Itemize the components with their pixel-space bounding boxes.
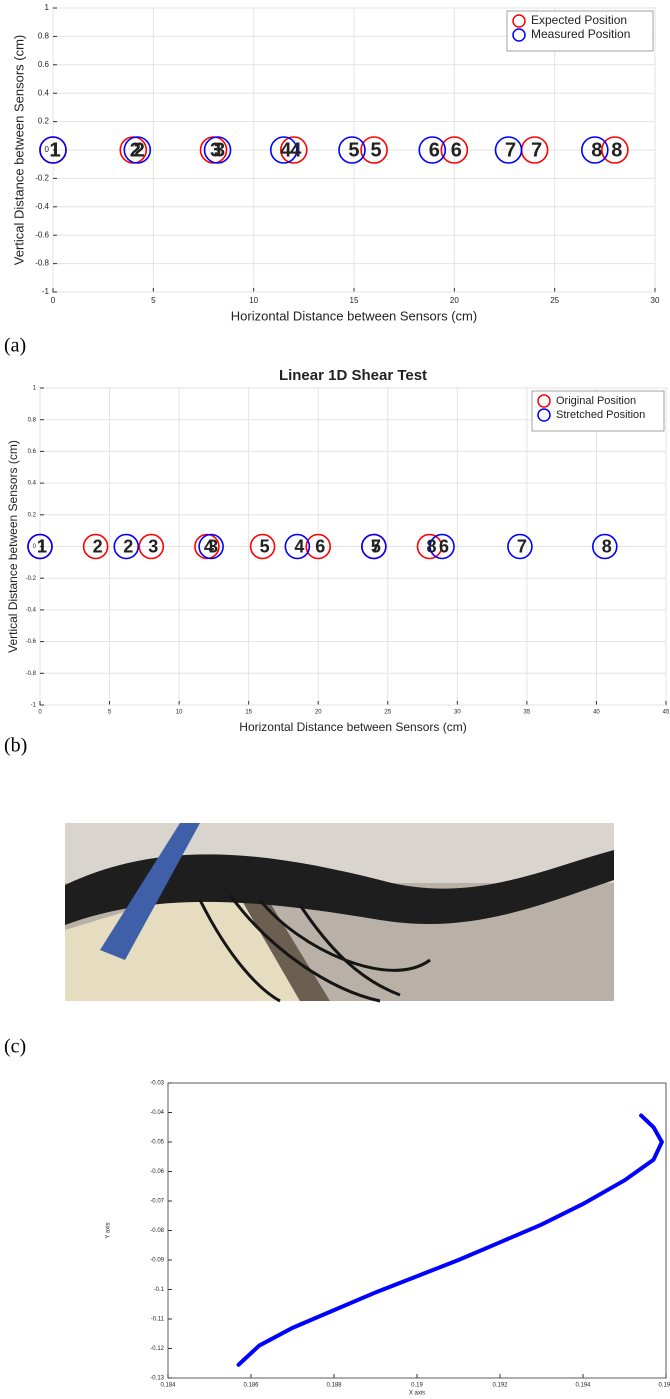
y-tick-label: -0.08	[150, 1228, 164, 1234]
y-tick-label: -0.09	[150, 1258, 164, 1264]
page: {"panel_labels": ["(a)", "(b)", "(c)"], …	[0, 0, 670, 1399]
x-tick-label: 35	[524, 710, 531, 716]
point-label: 8	[591, 139, 602, 161]
legend-label: Original Position	[556, 395, 636, 407]
x-tick-label: 0.194	[575, 1383, 591, 1389]
y-tick-label: 0.4	[38, 88, 50, 97]
y-tick-label: -0.1	[154, 1287, 165, 1293]
point-label: 1	[49, 139, 60, 161]
x-tick-label: 10	[176, 710, 183, 716]
x-axis-label: Horizontal Distance between Sensors (cm)	[231, 308, 477, 323]
panel-label: (c)	[4, 1036, 26, 1058]
x-tick-label: 0.196	[658, 1383, 670, 1389]
x-tick-label: 45	[663, 710, 670, 716]
point-label: 3	[208, 536, 218, 556]
legend-label: Stretched Position	[556, 409, 645, 421]
y-tick-label: -1	[31, 703, 37, 709]
y-tick-label: 1	[33, 386, 37, 392]
legend-label: Measured Position	[531, 27, 630, 41]
point-label: 4	[294, 536, 304, 556]
y-tick-label: -0.11	[151, 1317, 165, 1323]
y-tick-label: -0.04	[150, 1110, 164, 1116]
point-label: 5	[348, 139, 359, 161]
x-tick-label: 5	[108, 710, 112, 716]
point-label: 3	[214, 139, 225, 161]
x-tick-label: 0.188	[326, 1383, 342, 1389]
y-tick-label: 0.6	[28, 449, 37, 455]
point-label: 4	[290, 139, 302, 161]
point-label: 5	[371, 139, 382, 161]
x-tick-label: 20	[450, 296, 459, 305]
x-tick-label: 0.184	[160, 1383, 176, 1389]
y-tick-label: -0.07	[150, 1199, 164, 1205]
x-tick-label: 0	[51, 296, 56, 305]
chart-title: Linear 1D Shear Test	[279, 367, 427, 384]
y-tick-label: -0.8	[35, 259, 49, 268]
y-tick-label: -0.2	[26, 576, 37, 582]
y-tick-label: -0.2	[35, 174, 49, 183]
x-axis-label: X axis	[409, 1391, 425, 1397]
point-label: 7	[531, 139, 542, 161]
point-label: 6	[451, 139, 462, 161]
y-tick-label: -0.4	[26, 607, 37, 613]
y-axis-label: Vertical Distance between Sensors (cm)	[11, 35, 26, 265]
y-tick-label: 0.6	[38, 60, 50, 69]
point-label: 7	[517, 536, 527, 556]
y-axis-label: Vertical Distance between Sensors (cm)	[6, 440, 20, 653]
y-tick-label: -0.06	[150, 1169, 164, 1175]
y-tick-label: -0.6	[26, 639, 37, 645]
y-tick-label: -0.03	[150, 1081, 164, 1087]
x-tick-label: 15	[350, 296, 359, 305]
point-label: 6	[439, 536, 449, 556]
x-tick-label: 5	[151, 296, 156, 305]
point-label: 8	[602, 536, 612, 556]
x-tick-label: 25	[384, 710, 391, 716]
point-label: 5	[260, 536, 270, 556]
x-tick-label: 10	[249, 296, 258, 305]
point-label: 5	[371, 536, 381, 556]
x-tick-label: 15	[245, 710, 252, 716]
plot-area	[168, 1083, 666, 1378]
panel-label: (b)	[4, 735, 27, 757]
point-label: 2	[93, 536, 103, 556]
y-tick-label: 0.2	[28, 512, 37, 518]
x-tick-label: 0	[38, 710, 42, 716]
x-tick-label: 30	[651, 296, 660, 305]
y-tick-label: -0.8	[26, 671, 37, 677]
x-tick-label: 30	[454, 710, 461, 716]
point-label: 6	[315, 536, 325, 556]
panel-label: (a)	[4, 335, 26, 357]
y-tick-label: -1	[42, 287, 50, 296]
y-tick-label: -0.13	[150, 1376, 164, 1382]
x-tick-label: 20	[315, 710, 322, 716]
legend-label: Expected Position	[531, 13, 627, 27]
y-tick-label: 0.2	[38, 117, 50, 126]
point-label: 3	[148, 536, 158, 556]
y-tick-label: 0.4	[28, 481, 37, 487]
point-label: 2	[123, 536, 133, 556]
point-label: 4	[280, 139, 292, 161]
x-axis-label: Horizontal Distance between Sensors (cm)	[239, 720, 466, 734]
point-label: 8	[611, 139, 622, 161]
y-tick-label: -0.12	[150, 1346, 164, 1352]
x-tick-label: 0.186	[243, 1383, 259, 1389]
y-tick-label: -0.4	[35, 202, 49, 211]
point-label: 6	[429, 139, 440, 161]
point-label: 7	[505, 139, 516, 161]
y-tick-label: -0.05	[150, 1140, 164, 1146]
point-label: 2	[134, 139, 145, 161]
point-label: 8	[427, 536, 437, 556]
x-tick-label: 0.192	[492, 1383, 508, 1389]
x-tick-label: 40	[593, 710, 600, 716]
x-tick-label: 25	[550, 296, 559, 305]
y-tick-label: 0.8	[28, 417, 37, 423]
point-label: 1	[37, 536, 47, 556]
y-axis-label: Y axis	[106, 1222, 112, 1238]
figure: (a) (b) (c) 051015202530-1-0.8-0.6-0.4-0…	[0, 0, 670, 1399]
y-tick-label: -0.6	[35, 230, 49, 239]
photo	[65, 823, 614, 1001]
x-tick-label: 0.19	[411, 1383, 423, 1389]
y-tick-label: 0.8	[38, 32, 50, 41]
y-tick-label: 1	[45, 3, 50, 12]
